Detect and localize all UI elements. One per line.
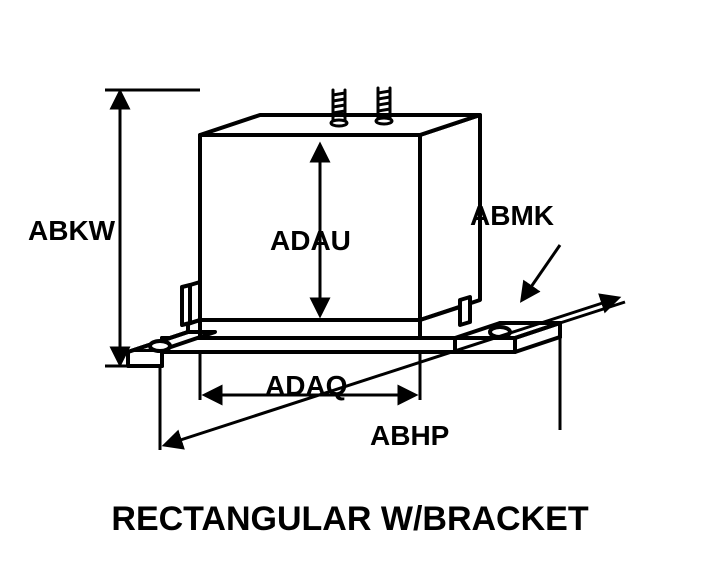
terminal-post xyxy=(331,90,347,126)
component-diagram: ABKW ADAU ABMK ADAQ ABHP RECTANGULAR W/B… xyxy=(0,0,701,563)
label-adaq: ADAQ xyxy=(265,370,347,401)
capacitor-body xyxy=(200,88,480,320)
terminal-post xyxy=(376,88,392,124)
dimension-labels: ABKW ADAU ABMK ADAQ ABHP RECTANGULAR W/B… xyxy=(28,200,589,538)
label-abkw: ABKW xyxy=(28,215,116,246)
diagram-title: RECTANGULAR W/BRACKET xyxy=(111,500,588,538)
label-adau: ADAU xyxy=(270,225,351,256)
label-abhp: ABHP xyxy=(370,420,449,451)
label-abmk: ABMK xyxy=(470,200,554,231)
